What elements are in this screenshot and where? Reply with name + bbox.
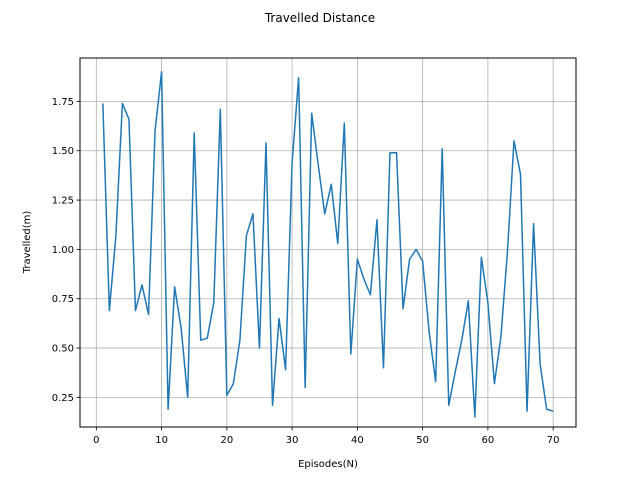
axes-frame	[79, 57, 577, 428]
x-tick-label: 50	[416, 435, 429, 446]
y-ticks: 0.25 0.50 0.75 1.00 1.25 1.50 1.75	[52, 97, 80, 404]
y-tick-label: 0.75	[52, 294, 74, 305]
y-tick-label: 0.25	[52, 393, 74, 404]
y-tick-label: 1.75	[52, 97, 74, 108]
x-tick-label: 60	[482, 435, 495, 446]
y-tick-label: 1.00	[52, 245, 74, 256]
x-tick-label: 10	[155, 435, 168, 446]
x-axis-label: Episodes(N)	[298, 459, 358, 470]
x-tick-label: 0	[93, 435, 99, 446]
y-tick-label: 1.25	[52, 196, 74, 207]
x-ticks: 0 10 20 30 40 50 60 70	[93, 427, 560, 446]
y-tick-label: 1.50	[52, 146, 74, 157]
x-tick-label: 70	[547, 435, 560, 446]
x-tick-label: 40	[351, 435, 364, 446]
x-tick-label: 30	[286, 435, 299, 446]
chart-title: Travelled Distance	[264, 11, 375, 25]
series-line	[102, 71, 554, 418]
series-lines	[102, 71, 554, 418]
x-tick-label: 20	[220, 435, 233, 446]
y-tick-label: 0.50	[52, 344, 74, 355]
grid-lines	[80, 58, 576, 427]
y-axis-label: Travelled(m)	[22, 211, 33, 275]
